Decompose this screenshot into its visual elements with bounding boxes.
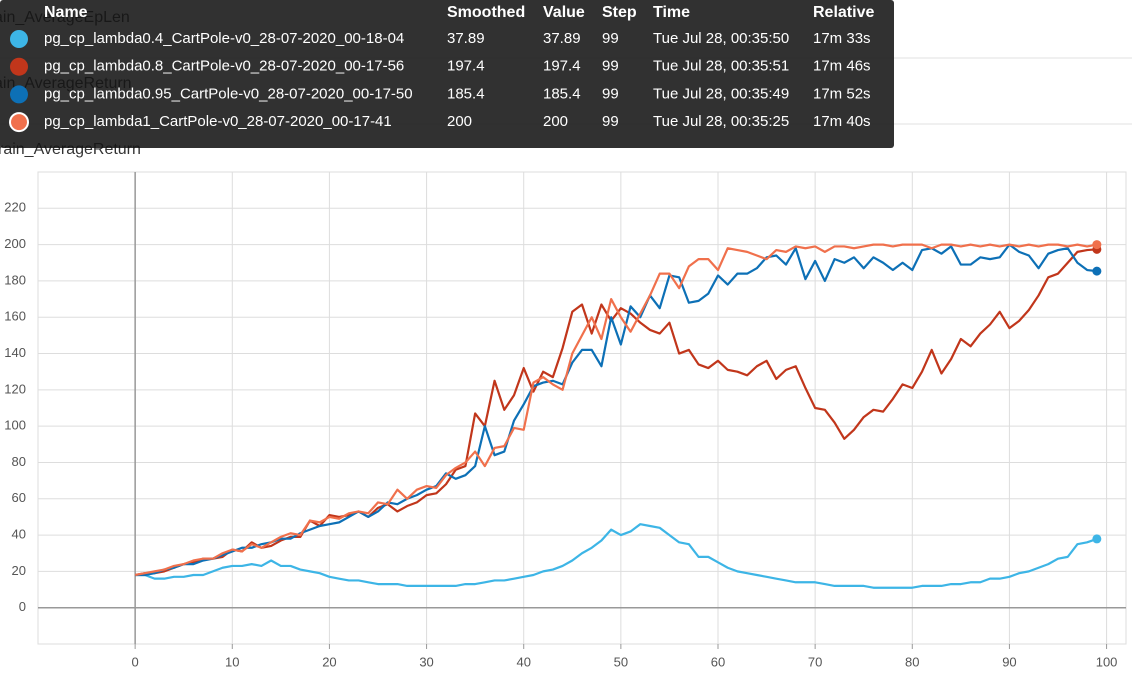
y-tick-label: 160: [4, 309, 26, 324]
series-line: [135, 523, 1098, 589]
tooltip-cell: Tue Jul 28, 00:35:51: [653, 58, 789, 75]
tooltip-bg: [0, 0, 894, 148]
tooltip-cell: pg_cp_lambda0.4_CartPole-v0_28-07-2020_0…: [44, 30, 404, 47]
tooltip-header: Value: [543, 4, 585, 21]
x-tick-label: 10: [225, 654, 239, 669]
tooltip-header: Step: [602, 4, 637, 21]
x-tick-label: 70: [808, 654, 822, 669]
tooltip-cell: 37.89: [447, 30, 485, 47]
legend-swatch: [9, 112, 29, 133]
tooltip-cell: 99: [602, 85, 619, 102]
series-line: [134, 243, 1098, 577]
x-tick-label: 20: [322, 654, 336, 669]
end-marker: [1092, 240, 1102, 250]
legend-swatch: [10, 85, 28, 104]
x-tick-label: 60: [711, 654, 725, 669]
tooltip-cell: Tue Jul 28, 00:35:50: [653, 30, 789, 47]
y-tick-label: 120: [4, 381, 26, 396]
x-tick-label: 100: [1096, 654, 1118, 669]
tooltip-cell: 99: [602, 30, 619, 47]
y-tick-label: 140: [4, 345, 26, 360]
tooltip-cell: 185.4: [543, 85, 581, 102]
tooltip-header: Name: [44, 4, 88, 21]
y-tick-label: 220: [4, 200, 26, 215]
tooltip-header: Smoothed: [447, 4, 525, 21]
tooltip-header: Relative: [813, 4, 874, 21]
y-tick-label: 80: [12, 454, 26, 469]
tooltip-cell: 99: [602, 113, 619, 130]
tooltip-cell: 197.4: [447, 58, 485, 75]
y-tick-label: 180: [4, 272, 26, 287]
x-tick-label: 90: [1002, 654, 1016, 669]
tooltip-cell: 197.4: [543, 58, 581, 75]
y-tick-label: 200: [4, 236, 26, 251]
tooltip-cell: 17m 52s: [813, 85, 871, 102]
tooltip-cell: 17m 33s: [813, 30, 871, 47]
x-tick-label: 80: [905, 654, 919, 669]
legend-swatch: [10, 30, 28, 48]
tooltip-header: Time: [653, 4, 690, 21]
tooltip-cell: pg_cp_lambda1_CartPole-v0_28-07-2020_00-…: [44, 113, 392, 130]
x-tick-label: 40: [516, 654, 530, 669]
end-marker: [1092, 266, 1102, 276]
y-tick-label: 100: [4, 418, 26, 433]
tooltip-cell: 185.4: [447, 85, 485, 102]
tooltip-cell: 99: [602, 58, 619, 75]
plot: 0 20 40 60 80 100 120 140 160 180 200 220 0 10 20 30 40 5…: [4, 171, 1127, 669]
tooltip: Name Smoothed Value Step Time Relative pg_cp_l…: [0, 0, 894, 148]
legend-swatch: [10, 57, 28, 76]
tooltip-cell: pg_cp_lambda0.8_CartPole-v0_28-07-2020_0…: [44, 58, 404, 75]
tooltip-cell: Tue Jul 28, 00:35:25: [653, 113, 789, 130]
y-tick-label: 0: [19, 599, 26, 614]
plot-area: [37, 171, 1127, 645]
x-tick-label: 30: [419, 654, 433, 669]
y-tick-label: 40: [12, 527, 26, 542]
tooltip-cell: Tue Jul 28, 00:35:49: [653, 85, 789, 102]
x-tick-label: 0: [132, 654, 139, 669]
tooltip-cell: 17m 40s: [813, 113, 871, 130]
tooltip-cell: 37.89: [543, 30, 581, 47]
tooltip-cell: 17m 46s: [813, 58, 871, 75]
x-tick-label: 50: [614, 654, 628, 669]
y-tick-label: 20: [12, 563, 26, 578]
y-tick-label: 60: [12, 490, 26, 505]
tooltip-cell: 200: [447, 113, 472, 130]
series-line: [134, 248, 1097, 577]
tooltip-cell: 200: [543, 113, 568, 130]
series-line: [135, 243, 1097, 577]
end-marker: [1092, 534, 1102, 544]
tooltip-cell: pg_cp_lambda0.95_CartPole-v0_28-07-2020_…: [44, 85, 413, 102]
